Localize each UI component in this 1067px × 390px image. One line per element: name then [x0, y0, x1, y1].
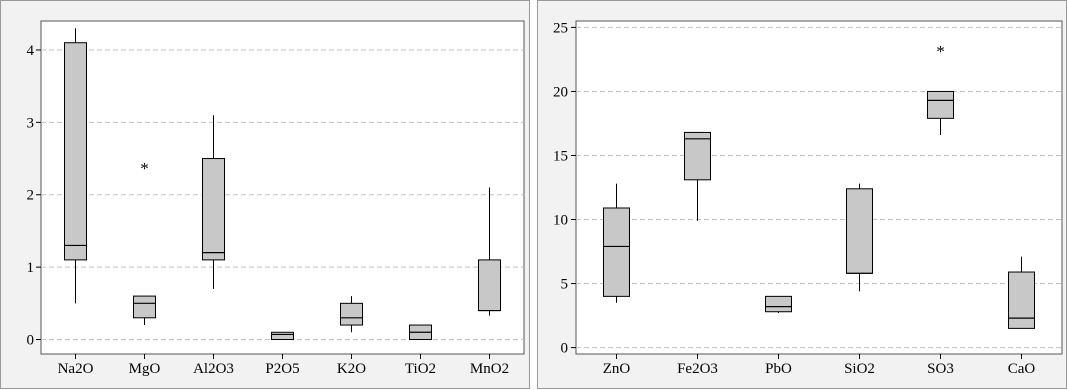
box-pbo	[765, 295, 792, 313]
box-k2o	[340, 302, 363, 326]
box-sio2	[846, 188, 873, 274]
x-tick-label: CaO	[1008, 361, 1036, 377]
x-tick-label: PbO	[765, 361, 792, 377]
box-zno	[603, 207, 630, 297]
x-tick-label: P2O5	[265, 361, 299, 377]
boxplot-panel-right: 0 5 10 15 20 25 ZnO Fe2O3 PbO SiO2 SO3 * CaO	[537, 0, 1067, 389]
outlier-marker: *	[140, 159, 149, 178]
y-tick-label: 2	[27, 188, 35, 204]
box-p2o5	[271, 331, 294, 341]
x-tick-label: TiO2	[405, 361, 436, 377]
box-al2o3	[202, 158, 225, 261]
y-tick-label: 3	[27, 115, 35, 131]
x-tick-label: Fe2O3	[677, 361, 718, 377]
x-tick-label: SiO2	[844, 361, 875, 377]
y-tick-label: 20	[553, 84, 568, 100]
x-tick-label: SO3	[927, 361, 954, 377]
x-tick-label: MnO2	[470, 361, 509, 377]
x-tick-label: ZnO	[603, 361, 631, 377]
y-tick-label: 15	[553, 148, 568, 164]
outlier-marker: *	[936, 42, 945, 61]
y-tick-label: 1	[27, 260, 35, 276]
boxplot-panel-left: 0 1 2 3 4 Na2O MgO * Al2O3 P2O5 K2O TiO2 MnO2	[0, 0, 530, 389]
y-tick-label: 0	[27, 333, 35, 349]
y-tick-label: 5	[561, 277, 569, 293]
box-fe2o3	[684, 131, 711, 181]
x-tick-label: MgO	[129, 361, 161, 377]
box-so3	[927, 90, 954, 119]
box-mgo	[133, 295, 156, 319]
y-tick-label: 4	[27, 43, 35, 59]
y-tick-label: 10	[553, 213, 568, 229]
box-mno2	[478, 259, 501, 312]
x-tick-label: Na2O	[58, 361, 94, 377]
plot-area	[40, 20, 525, 355]
boxplot-chart-right: 0 5 10 15 20 25 ZnO Fe2O3 PbO SiO2 SO3 * CaO	[553, 20, 1063, 377]
x-tick-label: K2O	[337, 361, 366, 377]
x-tick-label: Al2O3	[193, 361, 234, 377]
box-na2o	[64, 42, 87, 261]
boxplot-chart-left: 0 1 2 3 4 Na2O MgO * Al2O3 P2O5 K2O TiO2 MnO2	[27, 20, 525, 377]
plot-area	[575, 20, 1063, 355]
y-tick-label: 0	[561, 341, 569, 357]
y-tick-label: 25	[553, 20, 568, 36]
box-cao	[1008, 271, 1035, 329]
